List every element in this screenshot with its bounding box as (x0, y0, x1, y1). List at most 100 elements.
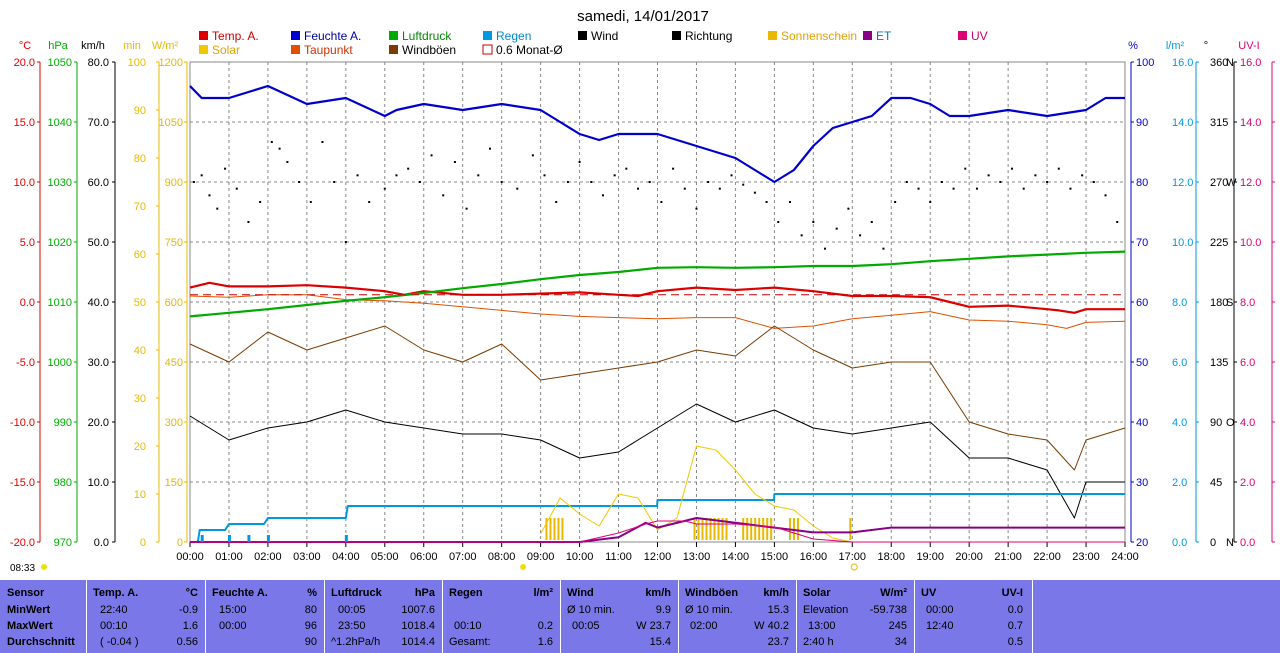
direction-point (929, 201, 932, 203)
left-axis-tick-label: 450 (165, 357, 183, 369)
x-tick-label: 21:00 (994, 551, 1022, 563)
left-axis-unit: W/m² (152, 40, 179, 52)
direction-point (298, 181, 301, 183)
legend-swatch (389, 31, 398, 40)
press-avg-value: 1014.4 (401, 636, 435, 648)
right-axis-tick-label: 45 (1210, 477, 1222, 489)
legend-label: Luftdruck (402, 29, 452, 43)
direction-point (1034, 174, 1037, 177)
direction-point (824, 247, 827, 250)
left-axis-tick-label: 80 (134, 153, 146, 165)
stats-wind: Wind km/h Ø 10 min. 9.9 00:05 W 23.7 15.… (561, 580, 677, 653)
legend-label: Solar (212, 43, 240, 57)
left-axis-tick-label: 60.0 (88, 177, 109, 189)
x-tick-label: 00:00 (176, 551, 204, 563)
direction-point (1092, 181, 1095, 183)
left-axis-unit: hPa (48, 40, 68, 52)
direction-point (407, 167, 410, 170)
legend-label: Taupunkt (304, 43, 353, 57)
legend-swatch (578, 31, 587, 40)
left-axis-tick-label: -5.0 (16, 357, 35, 369)
direction-point (430, 154, 433, 157)
gust-avg-value: 23.7 (767, 636, 789, 648)
series-wind-line (189, 403, 1125, 519)
direction-tick-label: N (1226, 537, 1234, 549)
temp-avg-trend: ( -0.04 ) (100, 636, 139, 648)
left-axis-tick-label: 10 (134, 489, 146, 501)
direction-point (368, 201, 371, 203)
direction-point (500, 181, 503, 183)
series-dewpoint-line (189, 294, 1126, 329)
legend-swatch (672, 31, 681, 40)
temp-min-value: -0.9 (179, 604, 198, 616)
left-axis-tick-label: 15.0 (14, 117, 35, 129)
direction-point (905, 181, 908, 183)
right-axis-tick-label: 40 (1136, 417, 1148, 429)
left-axes: °C 20.0 15.0 10.0 5.0 0.0 -5.0 -10.0 -15.0 -20.0 h… (10, 40, 188, 549)
direction-point (718, 187, 721, 190)
x-tick-label: 02:00 (254, 551, 282, 563)
right-axis-tick-label: 16.0 (1240, 57, 1261, 69)
x-tick-label: 08:00 (488, 551, 516, 563)
direction-point (235, 187, 238, 190)
stats-solar: Solar W/m² Elevation -59.738 13:00 245 2… (797, 580, 913, 653)
right-axis-tick-label: 2.0 (1240, 477, 1255, 489)
uv-min-time: 00:00 (926, 604, 954, 616)
x-tick-label: 05:00 (371, 551, 399, 563)
rain-marker (344, 535, 348, 542)
right-axis-tick-label: 90 (1210, 417, 1222, 429)
left-axis-tick-label: 5.0 (20, 237, 35, 249)
left-axis-tick-label: 1200 (159, 57, 183, 69)
right-axis-tick-label: 180 (1210, 297, 1228, 309)
legend-swatch (863, 31, 872, 40)
direction-point (465, 207, 468, 210)
sunrise-marker-icon (520, 564, 527, 570)
press-min-time: 00:05 (338, 604, 366, 616)
direction-point (1116, 221, 1119, 223)
direction-point (800, 234, 803, 237)
wind-unit: km/h (645, 587, 671, 599)
direction-point (200, 174, 203, 177)
left-axis-tick-label: 150 (165, 477, 183, 489)
direction-point (216, 207, 219, 210)
direction-point (395, 174, 398, 177)
stats-table: Sensor MinWert MaxWert Durchschnitt Temp… (0, 580, 1280, 653)
direction-point (707, 181, 710, 183)
legend-swatch (482, 44, 493, 55)
left-axis-tick-label: 600 (165, 297, 183, 309)
rain-marker (266, 535, 270, 542)
direction-point (894, 201, 897, 203)
direction-tick-label: O (1226, 417, 1235, 429)
row-label-max: MaxWert (7, 620, 53, 632)
direction-point (788, 201, 791, 203)
direction-point (383, 187, 386, 190)
rain-total-value: 1.6 (537, 636, 553, 648)
legend-swatch (199, 45, 208, 54)
gust-min-label: Ø 10 min. (685, 604, 733, 616)
direction-tick-label: S (1226, 297, 1233, 309)
direction-point (1011, 167, 1014, 170)
direction-point (344, 241, 347, 243)
legend-label: ET (876, 29, 892, 43)
hum-unit: % (307, 587, 317, 599)
right-axis-tick-label: 225 (1210, 237, 1228, 249)
legend-label: Windböen (402, 43, 456, 57)
direction-point (835, 227, 838, 230)
left-axis-tick-label: 970 (54, 537, 72, 549)
solar-avg-value: 34 (894, 636, 907, 648)
uv-min-value: 0.0 (1007, 604, 1023, 616)
hum-min-value: 80 (304, 604, 317, 616)
direction-point (730, 174, 733, 177)
grid (189, 61, 1126, 543)
left-axis-tick-label: 20.0 (14, 57, 35, 69)
weather-chart: samedi, 14/01/2017 Temp. A. Feuchte A. Luf… (10, 8, 1275, 574)
temp-max-time: 00:10 (100, 620, 128, 632)
rain-marker (200, 535, 204, 542)
direction-point (208, 194, 211, 197)
direction-point (192, 181, 195, 183)
left-axis-tick-label: 40 (134, 345, 146, 357)
direction-point (1057, 167, 1060, 170)
direction-tick-label: N (1226, 57, 1234, 69)
x-tick-label: 14:00 (722, 551, 750, 563)
stats-label-col: Sensor MinWert MaxWert Durchschnitt (0, 580, 84, 653)
